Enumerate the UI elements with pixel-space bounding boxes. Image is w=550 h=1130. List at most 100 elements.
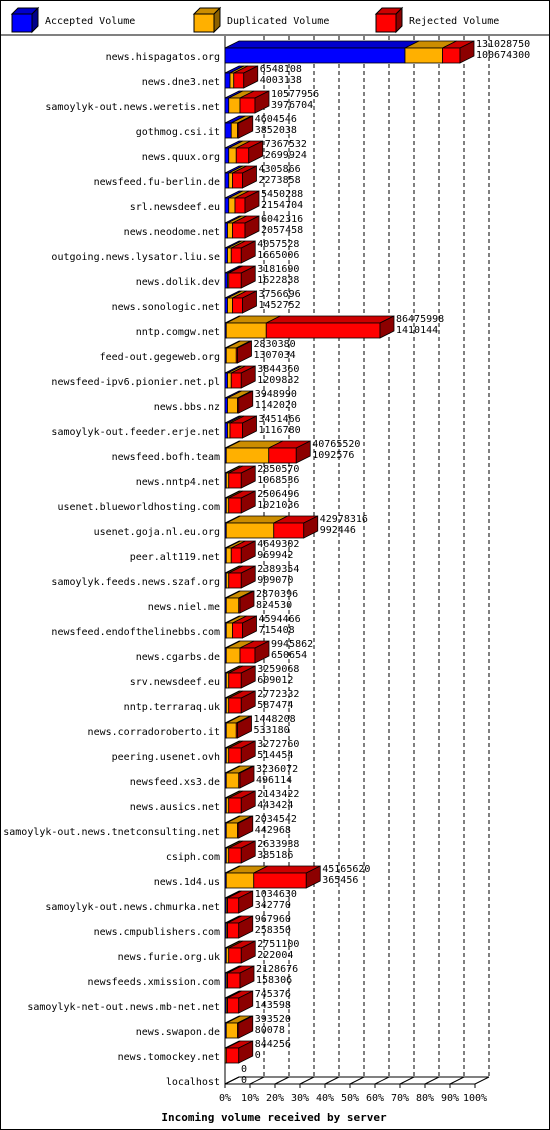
bar-accepted: [224, 97, 230, 114]
value-accepted: 365456: [322, 875, 358, 886]
value-accepted: 1092576: [312, 450, 354, 461]
value-accepted: 443424: [257, 800, 293, 811]
bar-side: [242, 165, 257, 189]
bar-side: [303, 515, 319, 539]
value-total: 3181690: [257, 264, 299, 275]
value-total: 3272760: [257, 739, 299, 750]
bar-group: [224, 365, 256, 389]
value-total: 2143422: [257, 789, 299, 800]
value-accepted: 2273858: [259, 175, 301, 186]
bar-rejected: [228, 697, 242, 714]
bar-side: [238, 1015, 254, 1039]
value-accepted: 0: [255, 1050, 261, 1061]
category-label: newsfeed.xs3.de: [130, 777, 220, 788]
value-accepted: 2057458: [261, 225, 303, 236]
bar-side: [459, 40, 475, 64]
bars: [224, 40, 475, 1064]
category-label: news.niel.me: [148, 602, 220, 613]
value-total: 1448208: [254, 714, 296, 725]
bar-group: [224, 765, 255, 789]
value-total: 2128676: [256, 964, 298, 975]
value-accepted: 715408: [259, 625, 295, 636]
bar-rejected: [273, 522, 305, 539]
category-label: samoylyk-out.news.weretis.net: [45, 102, 220, 113]
category-label: samoylyk-out.feeder.erje.net: [51, 427, 220, 438]
value-accepted: 909070: [257, 575, 293, 586]
bar-rejected: [239, 647, 256, 664]
category-label: samoylyk-out.news.tnetconsulting.net: [3, 827, 220, 838]
tick-label: 70%: [391, 1093, 409, 1104]
bar-side: [240, 490, 256, 514]
bar-group: [224, 715, 252, 739]
bar-group: [224, 1015, 254, 1039]
bar-side: [240, 265, 256, 289]
value-total: 3451466: [259, 414, 301, 425]
legend-label: Accepted Volume: [45, 16, 135, 27]
bar-rejected: [227, 897, 240, 914]
value-accepted: 3976704: [271, 100, 313, 111]
value-total: 3844360: [257, 364, 299, 375]
bar-rejected: [253, 872, 307, 889]
value-accepted: 143598: [255, 1000, 291, 1011]
category-label: csiph.com: [166, 852, 220, 863]
bar-duplicated: [225, 322, 267, 339]
bar-side: [295, 440, 311, 464]
bar-group: [224, 415, 257, 439]
bar-rejected: [239, 97, 256, 114]
bar-duplicated: [227, 247, 232, 264]
tick-label: 30%: [291, 1093, 309, 1104]
tick-depth-line: [399, 1076, 415, 1085]
bar-duplicated: [225, 597, 240, 614]
bar-side: [239, 590, 255, 614]
category-label: srl.newsdeef.eu: [130, 202, 220, 213]
bar-group: [224, 990, 254, 1014]
bar-group: [224, 465, 256, 489]
bar-side: [239, 965, 255, 989]
bar-side: [238, 990, 254, 1014]
bar-rejected: [232, 297, 243, 314]
value-accepted: 587474: [257, 700, 293, 711]
category-label: usenet.goja.nl.eu.org: [94, 527, 220, 538]
bar-rejected: [225, 1047, 240, 1064]
bar-rejected: [230, 547, 242, 564]
bar-side: [240, 365, 256, 389]
value-total: 2751100: [257, 939, 299, 950]
category-label: samoylyk.feeds.news.szaf.org: [51, 577, 220, 588]
bar-duplicated: [228, 147, 237, 164]
grid-lines: [224, 36, 490, 1085]
bar-side: [237, 715, 252, 739]
category-label: newsfeed-ipv6.pionier.net.pl: [51, 377, 220, 388]
bar-duplicated: [227, 372, 232, 389]
legend-item-rejected: Rejected Volume: [374, 6, 499, 34]
tick-depth-line: [349, 1076, 365, 1085]
bar-accepted: [224, 197, 230, 214]
category-label: news.swapon.de: [136, 1027, 220, 1038]
value-total: 6548108: [260, 64, 302, 75]
tick-label: 80%: [416, 1093, 434, 1104]
bar-duplicated: [229, 72, 235, 89]
bar-rejected: [228, 747, 242, 764]
bar-duplicated: [225, 772, 240, 789]
value-accepted: 80078: [255, 1025, 285, 1036]
category-label: outgoing.news.lysator.liu.se: [51, 252, 220, 263]
value-total: 4604546: [255, 114, 297, 125]
bar-group: [224, 615, 257, 639]
bar-group: [224, 315, 395, 339]
tick-depth-line: [274, 1076, 290, 1085]
value-accepted: 1116780: [259, 425, 301, 436]
legend-label: Rejected Volume: [409, 16, 499, 27]
bar-rejected: [232, 172, 243, 189]
bar-duplicated: [228, 172, 233, 189]
bar-side: [238, 915, 254, 939]
bar-side: [239, 765, 255, 789]
legend: Accepted Volume Duplicated Volume Rejected…: [10, 6, 499, 34]
bar-group: [224, 640, 270, 664]
bar-group: [224, 665, 256, 689]
bar-side: [240, 740, 256, 764]
category-label: news.sonologic.net: [112, 302, 220, 313]
bar-rejected: [230, 372, 242, 389]
tick-label: 50%: [341, 1093, 359, 1104]
bar-duplicated: [227, 297, 233, 314]
category-label: news.cmpublishers.com: [94, 927, 220, 938]
bar-rejected: [228, 572, 242, 589]
